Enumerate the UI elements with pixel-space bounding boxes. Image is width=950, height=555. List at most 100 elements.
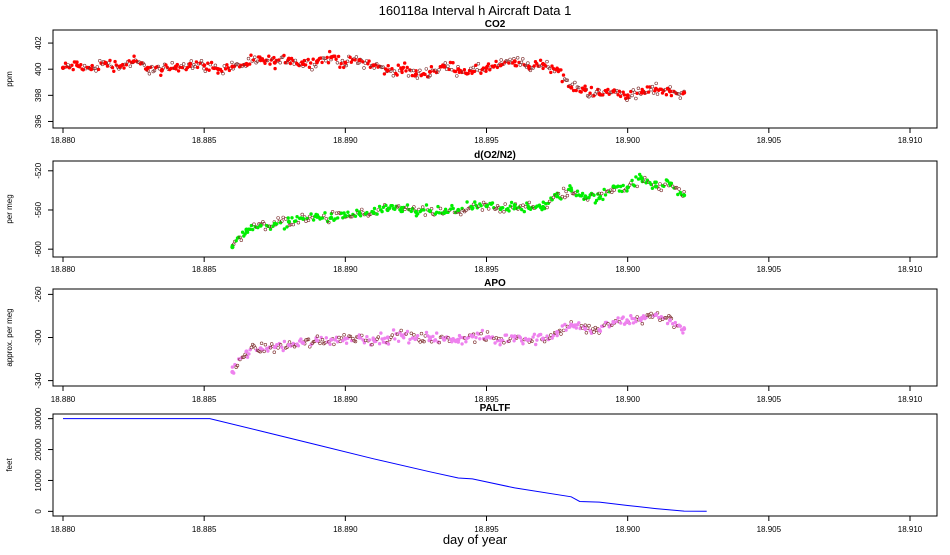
data-point	[390, 333, 394, 337]
data-point	[597, 88, 601, 92]
data-point	[541, 200, 545, 204]
data-point	[95, 65, 100, 69]
data-point-anchor	[343, 60, 348, 65]
data-point	[542, 339, 547, 344]
data-point	[493, 63, 497, 68]
data-point	[365, 335, 369, 339]
data-point	[547, 199, 552, 204]
y-tick-label: -300	[34, 329, 43, 346]
data-point	[429, 64, 434, 69]
data-point	[230, 365, 235, 369]
data-point	[580, 191, 585, 196]
data-point	[393, 337, 397, 341]
data-point	[63, 61, 68, 65]
data-point	[616, 92, 620, 97]
data-point	[263, 343, 268, 347]
data-point	[253, 55, 257, 59]
data-point	[423, 72, 427, 77]
data-point	[247, 352, 251, 356]
data-point-anchor	[569, 322, 574, 327]
data-point-anchor	[484, 204, 489, 209]
data-point-anchor	[540, 61, 546, 67]
data-point	[559, 332, 563, 336]
data-point-anchor	[681, 193, 687, 198]
data-point-anchor	[583, 194, 588, 199]
data-point	[438, 206, 443, 211]
data-point	[668, 85, 672, 89]
data-point	[551, 195, 556, 200]
data-point	[332, 342, 336, 347]
x-tick-label: 18.880	[51, 525, 76, 534]
data-point	[519, 339, 524, 343]
data-point	[330, 210, 335, 214]
data-point	[422, 208, 426, 212]
data-point-anchor	[244, 227, 249, 232]
data-point	[601, 197, 605, 202]
data-point	[395, 332, 400, 336]
data-point	[272, 350, 276, 354]
data-point	[634, 319, 638, 324]
data-point-anchor	[625, 93, 630, 98]
data-point-anchor	[639, 316, 644, 321]
y-tick-label: 402	[34, 36, 43, 50]
data-point-anchor	[258, 223, 263, 228]
data-point	[490, 201, 495, 205]
data-point	[650, 84, 655, 89]
data-point	[508, 204, 512, 208]
data-point	[530, 339, 534, 343]
data-point-anchor	[498, 206, 503, 212]
data-point	[451, 206, 455, 211]
data-point	[453, 69, 458, 74]
data-point-anchor	[89, 67, 94, 72]
data-point	[381, 205, 386, 210]
data-point-anchor	[286, 219, 292, 224]
data-point	[621, 183, 625, 188]
data-point	[450, 203, 454, 208]
data-point	[625, 189, 629, 193]
data-point	[509, 200, 514, 205]
data-point	[616, 316, 620, 320]
data-point	[480, 208, 485, 212]
data-point	[473, 340, 477, 344]
data-point-anchor	[611, 89, 616, 94]
data-point	[443, 207, 448, 212]
plot-frame	[52, 29, 938, 129]
data-point	[348, 215, 353, 219]
data-point	[405, 65, 409, 70]
data-point	[367, 59, 371, 63]
data-point	[519, 60, 524, 64]
data-point	[486, 62, 491, 66]
data-point-anchor	[371, 63, 376, 68]
data-point	[665, 321, 670, 326]
data-point-anchor	[427, 69, 433, 74]
data-point	[663, 182, 667, 187]
data-point	[610, 190, 614, 195]
data-point-anchor	[315, 59, 320, 64]
data-point-anchor	[413, 336, 419, 341]
data-point	[435, 331, 439, 335]
data-point	[503, 202, 507, 206]
data-point	[424, 203, 429, 207]
data-point	[348, 55, 352, 59]
data-point	[306, 57, 310, 62]
data-point-anchor	[300, 61, 306, 67]
data-point	[466, 71, 470, 76]
data-point	[418, 68, 422, 73]
data-point	[262, 222, 266, 226]
panel-title: APO	[484, 278, 506, 289]
data-point	[170, 60, 174, 65]
data-point	[390, 66, 394, 71]
data-point	[271, 224, 275, 228]
data-point	[127, 59, 131, 63]
figure-xlabel: day of year	[443, 532, 508, 547]
data-point	[531, 335, 535, 339]
data-point-anchor	[512, 203, 517, 208]
data-point-anchor	[512, 334, 517, 339]
data-point	[577, 321, 581, 325]
data-point	[659, 315, 663, 319]
data-point	[412, 205, 416, 209]
data-point	[682, 190, 686, 194]
data-point	[209, 60, 214, 65]
data-point	[446, 64, 450, 68]
